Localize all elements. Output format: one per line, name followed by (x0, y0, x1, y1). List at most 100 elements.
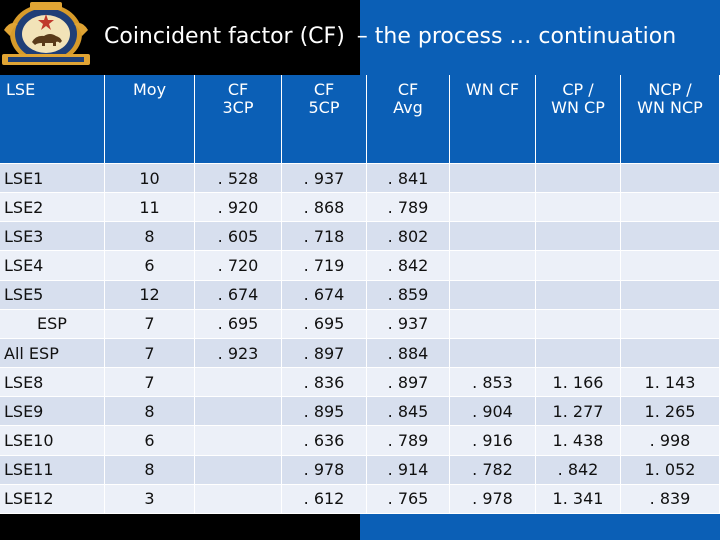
footer-black-panel (0, 514, 360, 540)
cell-cp: 1. 438 (536, 426, 621, 456)
cell-cp: . 842 (536, 455, 621, 485)
cell-cp: 1. 166 (536, 368, 621, 398)
cell-ncp (621, 164, 720, 194)
cell-wn (450, 164, 536, 194)
cell-moy: 6 (105, 251, 195, 281)
table-row: LSE2 11. 920. 868. 789 (0, 193, 720, 223)
cell-cf3: . 674 (195, 280, 282, 310)
table-row: LSE5 12. 674. 674. 859 (0, 280, 720, 310)
cell-lse: LSE1 (0, 164, 105, 194)
slide-title: Coincident factor (CF) – the process … co… (104, 24, 676, 49)
cell-ncp: 1. 265 (621, 397, 720, 427)
cell-lse: All ESP (0, 338, 105, 369)
cell-cf3: . 695 (195, 309, 282, 339)
col-header-cf-5cp: CF 5CP (282, 75, 367, 164)
cell-wn (450, 222, 536, 252)
header-blue-panel (360, 0, 720, 75)
cell-cf3: . 720 (195, 251, 282, 281)
coincident-factor-table: LSE Moy CF 3CP CF 5CP CF Avg WN CF CP / WN C… (0, 75, 720, 514)
cell-avg: . 845 (367, 397, 450, 427)
cell-cf5: . 937 (282, 164, 367, 194)
cell-wn: . 782 (450, 455, 536, 485)
cell-avg: . 765 (367, 484, 450, 514)
cell-cf5: . 868 (282, 193, 367, 223)
cell-moy: 3 (105, 484, 195, 514)
cell-ncp: 1. 143 (621, 368, 720, 398)
cell-cf5: . 719 (282, 251, 367, 281)
cell-cf5: . 836 (282, 368, 367, 398)
cell-lse: LSE2 (0, 193, 105, 223)
cell-wn: . 978 (450, 484, 536, 514)
cell-cp: 1. 277 (536, 397, 621, 427)
cell-wn (450, 309, 536, 339)
cell-lse: LSE3 (0, 222, 105, 252)
cell-cf5: . 636 (282, 426, 367, 456)
col-header-moy: Moy (105, 75, 195, 164)
slide-header: Coincident factor (CF) – the process … co… (0, 0, 720, 75)
cell-cp (536, 280, 621, 310)
table-row: LSE8 7 . 836. 897. 853 1. 166 1. 143 (0, 368, 720, 398)
cell-moy: 7 (105, 338, 195, 369)
cell-ncp: . 998 (621, 426, 720, 456)
cell-ncp (621, 309, 720, 339)
cell-cf3: . 920 (195, 193, 282, 223)
table-row: LSE4 6. 720. 719. 842 (0, 251, 720, 281)
table-row: LSE3 8. 605. 718. 802 (0, 222, 720, 252)
cell-cf3 (195, 426, 282, 456)
cell-moy: 7 (105, 309, 195, 339)
cell-moy: 8 (105, 222, 195, 252)
cell-cf5: . 612 (282, 484, 367, 514)
col-header-cp-wn-cp: CP / WN CP (536, 75, 621, 164)
table-row: LSE1 10. 528. 937. 841 (0, 164, 720, 194)
cell-cf3: . 605 (195, 222, 282, 252)
cell-lse: LSE8 (0, 368, 105, 398)
cell-wn: . 853 (450, 368, 536, 398)
cell-lse: LSE4 (0, 251, 105, 281)
col-header-cf-3cp: CF 3CP (195, 75, 282, 164)
cell-cf3 (195, 397, 282, 427)
cell-cf5: . 895 (282, 397, 367, 427)
cell-moy: 8 (105, 455, 195, 485)
cell-ncp (621, 222, 720, 252)
cell-ncp (621, 251, 720, 281)
col-header-ncp-wn-ncp: NCP / WN NCP (621, 75, 720, 164)
cell-lse: LSE9 (0, 397, 105, 427)
cell-lse: LSE12 (0, 484, 105, 514)
cell-moy: 7 (105, 368, 195, 398)
footer-blue-panel (360, 514, 720, 540)
cell-moy: 6 (105, 426, 195, 456)
energy-commission-seal-icon (2, 2, 90, 65)
cell-lse: LSE5 (0, 280, 105, 310)
cell-avg: . 842 (367, 251, 450, 281)
cell-moy: 8 (105, 397, 195, 427)
cell-wn (450, 338, 536, 369)
cell-avg: . 802 (367, 222, 450, 252)
col-header-cf-avg: CF Avg (367, 75, 450, 164)
cell-ncp (621, 280, 720, 310)
col-header-lse: LSE (0, 75, 105, 164)
cell-wn (450, 251, 536, 281)
cell-avg: . 937 (367, 309, 450, 339)
cell-cf3 (195, 368, 282, 398)
table-row: LSE11 8 . 978. 914. 782. 842 1. 052 (0, 455, 720, 485)
table-row: LSE10 6 . 636. 789. 916 1. 438. 998 (0, 426, 720, 456)
cell-cf5: . 695 (282, 309, 367, 339)
cell-wn: . 904 (450, 397, 536, 427)
cell-wn (450, 280, 536, 310)
cell-moy: 10 (105, 164, 195, 194)
cell-lse: ESP (0, 309, 105, 339)
cell-avg: . 859 (367, 280, 450, 310)
cell-cf3 (195, 484, 282, 514)
table-row: All ESP 7. 923. 897. 884 (0, 338, 720, 369)
table-row: ESP 7. 695. 695. 937 (0, 309, 720, 339)
cell-ncp (621, 193, 720, 223)
cell-ncp (621, 338, 720, 369)
cell-cf5: . 978 (282, 455, 367, 485)
cell-lse: LSE11 (0, 455, 105, 485)
cell-cp (536, 222, 621, 252)
table-row: LSE9 8 . 895. 845. 904 1. 277 1. 265 (0, 397, 720, 427)
cell-avg: . 884 (367, 338, 450, 369)
table-row: LSE12 3 . 612. 765. 978 1. 341. 839 (0, 484, 720, 514)
cell-wn: . 916 (450, 426, 536, 456)
cell-avg: . 789 (367, 426, 450, 456)
